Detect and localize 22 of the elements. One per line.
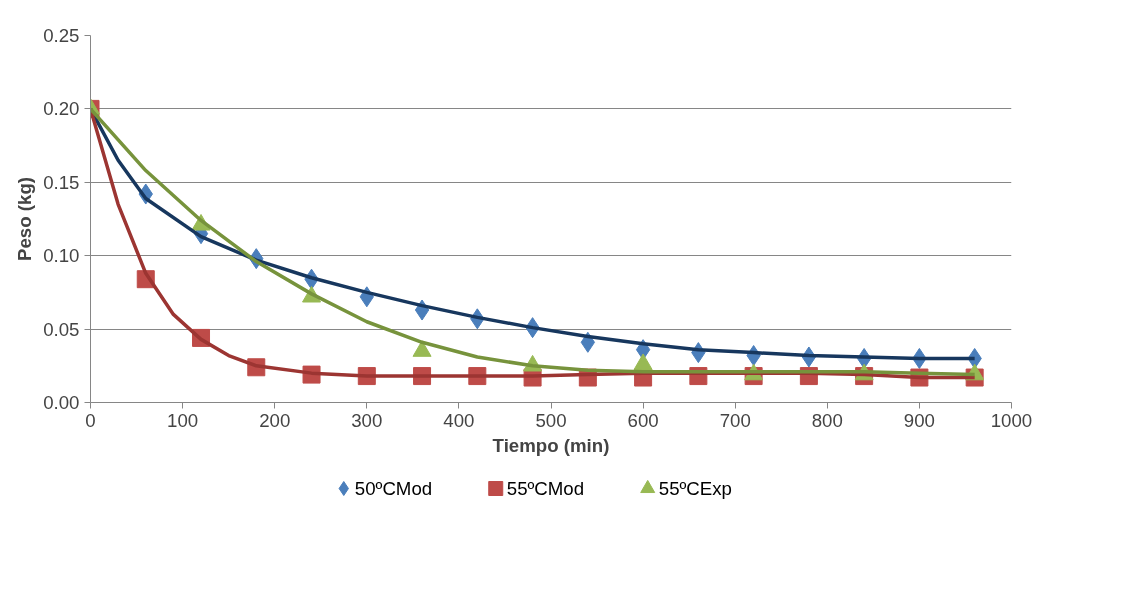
x-tick-label: 700: [719, 409, 751, 431]
y-tick-label: 0.05: [43, 318, 80, 340]
x-tick-label: 600: [627, 409, 659, 431]
y-tick-label: 0.20: [43, 98, 80, 120]
legend-label: 55ºCExp: [658, 478, 732, 499]
y-tick-label: 0.10: [43, 245, 80, 267]
y-tick-label: 0.25: [43, 25, 80, 46]
x-tick-label: 900: [903, 409, 935, 431]
x-tick-label: 300: [351, 409, 383, 431]
y-tick-label: 0.00: [43, 392, 80, 413]
y-axis-title: Peso (kg): [14, 177, 36, 261]
x-tick-label: 0: [85, 409, 96, 431]
legend-label: 55ºCMod: [506, 478, 585, 499]
x-tick-label: 400: [443, 409, 475, 431]
x-tick-label: 800: [811, 409, 843, 431]
y-tick-label: 0.15: [43, 171, 80, 193]
x-axis-title: Tiempo (min): [492, 434, 610, 456]
x-tick-label: 1000: [990, 409, 1033, 431]
x-tick-label: 200: [259, 409, 291, 431]
x-tick-label: 500: [535, 409, 567, 431]
x-tick-label: 100: [167, 409, 199, 431]
legend-label: 50ºCMod: [354, 478, 433, 499]
